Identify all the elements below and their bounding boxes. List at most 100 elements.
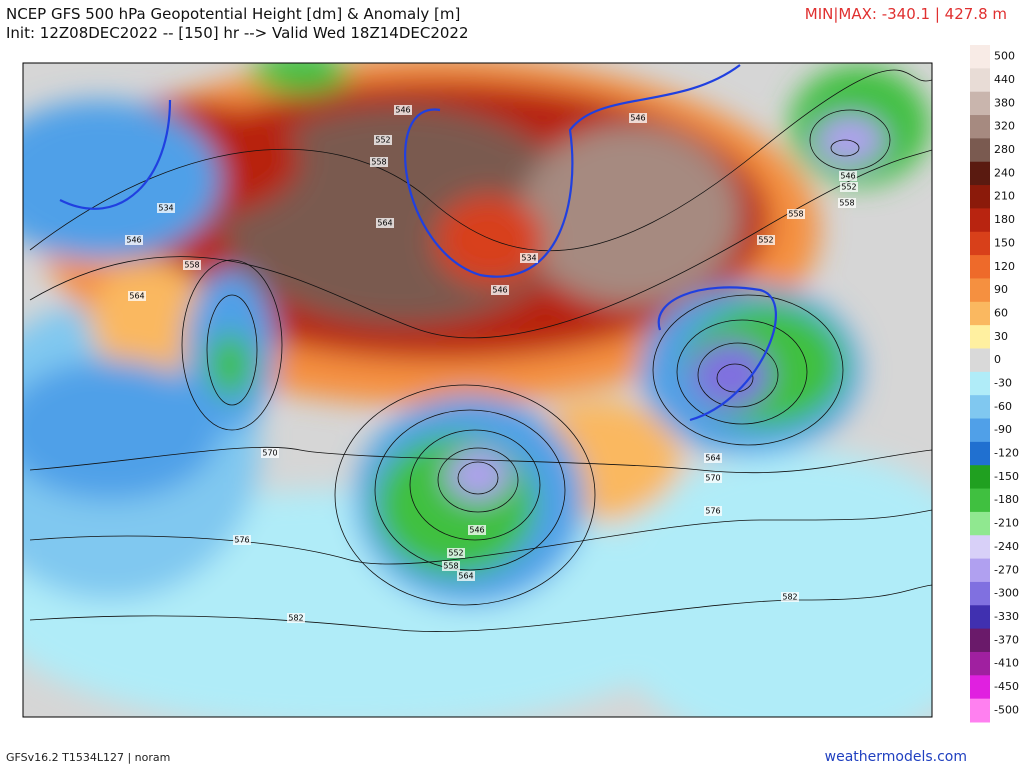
colorbar-label: -300 — [994, 587, 1019, 600]
colorbar-label: 120 — [994, 260, 1015, 273]
contour-label-bg — [183, 260, 201, 270]
colorbar-swatch — [970, 558, 990, 583]
contour-label: 558 — [788, 210, 803, 219]
min-max: MIN|MAX: -340.1 | 427.8 m — [805, 5, 1007, 23]
colorbar-label: 240 — [994, 166, 1015, 179]
contour-label-bg — [839, 171, 857, 181]
title: NCEP GFS 500 hPa Geopotential Height [dm… — [6, 5, 460, 23]
colorbar-label: -240 — [994, 540, 1019, 553]
colorbar-label: 90 — [994, 283, 1008, 296]
colorbar-swatch — [970, 68, 990, 93]
contour-label-bg — [704, 473, 722, 483]
contour-label-bg — [787, 209, 805, 219]
contour-label: 546 — [395, 106, 410, 115]
contour-label: 546 — [630, 114, 645, 123]
contour-label-bg — [781, 592, 799, 602]
contour-label-bg — [457, 571, 475, 581]
colorbar-swatch — [970, 185, 990, 209]
contour-label-bg — [840, 182, 858, 192]
contour-label: 534 — [158, 204, 173, 213]
colorbar-swatch — [970, 138, 990, 163]
colorbar-swatch — [970, 418, 990, 443]
colorbar-swatch — [970, 698, 990, 723]
colorbar-label: 30 — [994, 330, 1008, 343]
contour-label-bg — [376, 218, 394, 228]
contour-label: 564 — [705, 454, 720, 463]
colorbar-swatch — [970, 208, 990, 233]
colorbar-swatch — [970, 675, 990, 700]
colorbar-swatch — [970, 161, 990, 186]
contour-label-bg — [442, 561, 460, 571]
contour-label-bg — [704, 506, 722, 516]
contour-label-bg — [394, 105, 412, 115]
contour-label: 582 — [782, 593, 797, 602]
contour-label: 546 — [840, 172, 855, 181]
contour-labels: 5465525585345465585645645345465465465525… — [125, 105, 858, 623]
colorbar-label: 440 — [994, 73, 1015, 86]
colorbar-swatch — [970, 278, 990, 303]
colorbar-swatch — [970, 325, 990, 349]
contour-label: 558 — [184, 261, 199, 270]
contour-label: 558 — [839, 199, 854, 208]
colorbar-label: -120 — [994, 447, 1019, 460]
colorbar-swatch — [970, 441, 990, 466]
colorbar-swatch — [970, 465, 990, 490]
map: 5465525585345465585645645345465465465525… — [23, 63, 932, 717]
contour-label: 564 — [129, 292, 144, 301]
colorbar-label: 60 — [994, 306, 1008, 319]
contour-label: 534 — [521, 254, 536, 263]
colorbar-label: 320 — [994, 120, 1015, 133]
colorbar-label: -180 — [994, 493, 1019, 506]
contour-label-bg — [491, 285, 509, 295]
colorbar-swatch — [970, 115, 990, 139]
colorbar-swatch — [970, 371, 990, 396]
contour-label: 552 — [841, 183, 856, 192]
contour-label: 564 — [377, 219, 392, 228]
colorbar-label: 150 — [994, 236, 1015, 249]
contour-label-bg — [520, 253, 538, 263]
colorbar-label: -30 — [994, 377, 1012, 390]
colorbar-label: -500 — [994, 703, 1019, 716]
colorbar-swatch — [970, 301, 990, 326]
colorbar-label: -210 — [994, 517, 1019, 530]
site: weathermodels.com — [825, 749, 967, 765]
contour-label-bg — [128, 291, 146, 301]
colorbar-swatch — [970, 651, 990, 676]
contour-label: 564 — [458, 572, 473, 581]
colorbar-swatch — [970, 628, 990, 653]
contour-label: 546 — [469, 526, 484, 535]
contour-label-bg — [370, 157, 388, 167]
colorbar-label: 0 — [994, 353, 1001, 366]
colorbar-swatch — [970, 231, 990, 256]
colorbar: 500 440 380 320 280 240 210 180 150 120 90 60 30 0 -30… — [970, 45, 1019, 723]
contour-label: 546 — [492, 286, 507, 295]
colorbar-label: -150 — [994, 470, 1019, 483]
contour-label: 576 — [705, 507, 720, 516]
contour-label: 582 — [288, 614, 303, 623]
contour-label: 576 — [234, 536, 249, 545]
contour-label: 552 — [758, 236, 773, 245]
colorbar-swatch — [970, 581, 990, 606]
colorbar-swatch — [970, 395, 990, 420]
map-frame — [22, 62, 933, 718]
colorbar-label: -370 — [994, 633, 1019, 646]
contour-label-bg — [838, 198, 856, 208]
colorbar-swatch — [970, 45, 990, 69]
colorbar-swatch — [970, 605, 990, 630]
contour-label: 546 — [126, 236, 141, 245]
contour-label-bg — [287, 613, 305, 623]
colorbar-label: -450 — [994, 680, 1019, 693]
colorbar-label: 280 — [994, 143, 1015, 156]
colorbar-swatch — [970, 255, 990, 279]
colorbar-swatch — [970, 91, 990, 116]
colorbar-label: -410 — [994, 657, 1019, 670]
contour-label: 552 — [448, 549, 463, 558]
init-line: Init: 12Z08DEC2022 -- [150] hr --> Valid… — [6, 24, 469, 42]
contour-label: 558 — [443, 562, 458, 571]
contour-label-bg — [757, 235, 775, 245]
colorbar-label: 500 — [994, 50, 1015, 63]
colorbar-label: 180 — [994, 213, 1015, 226]
contour-label-bg — [629, 113, 647, 123]
model-info: GFSv16.2 T1534L127 | noram — [6, 751, 170, 764]
